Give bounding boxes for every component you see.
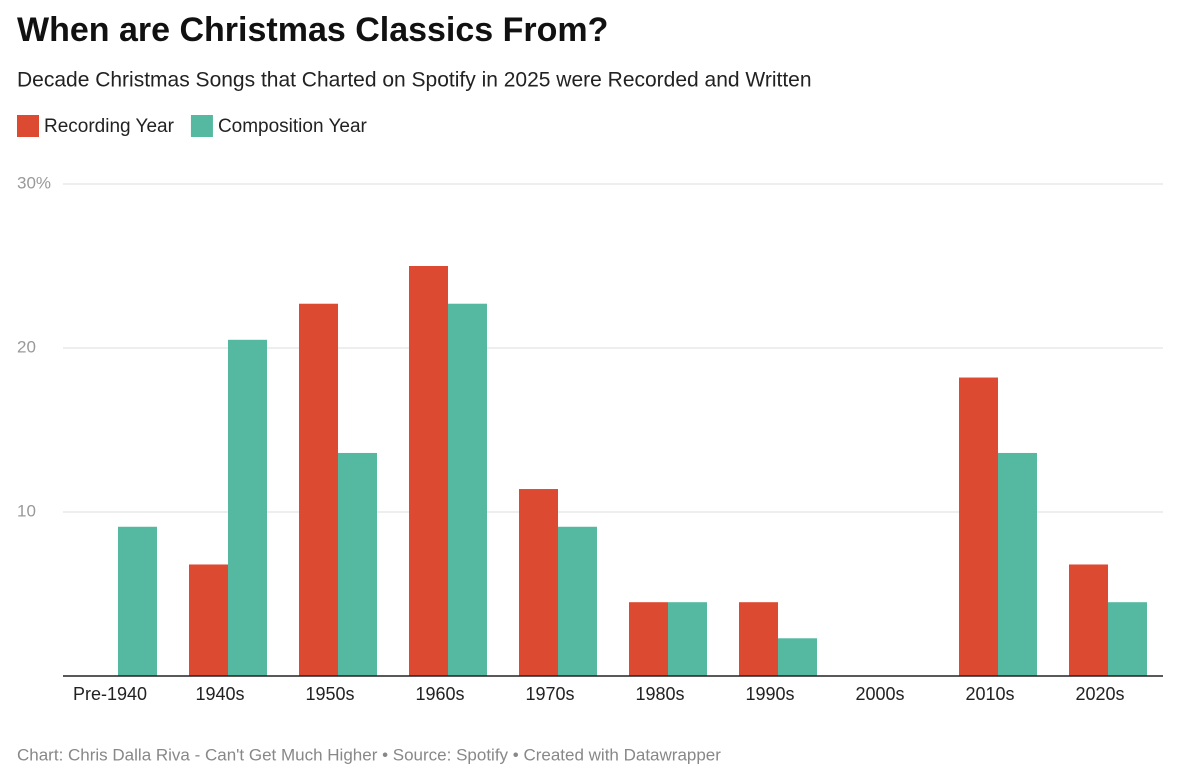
- x-tick-label: 1990s: [745, 684, 794, 704]
- bar: [448, 303, 487, 676]
- bar: [299, 303, 338, 676]
- bar: [739, 602, 778, 676]
- x-tick-label: Pre-1940: [73, 684, 147, 704]
- bar: [668, 602, 707, 676]
- x-tick-label: 2020s: [1075, 684, 1124, 704]
- bar: [409, 266, 448, 676]
- bar: [519, 489, 558, 676]
- bar: [1069, 564, 1108, 676]
- x-tick-label: 1960s: [415, 684, 464, 704]
- bar: [118, 526, 157, 676]
- x-tick-label: 2010s: [965, 684, 1014, 704]
- bar: [778, 638, 817, 676]
- chart-title: When are Christmas Classics From?: [17, 11, 608, 49]
- bar: [228, 339, 267, 676]
- bar: [629, 602, 668, 676]
- bar: [959, 377, 998, 676]
- chart-subtitle: Decade Christmas Songs that Charted on S…: [17, 69, 812, 92]
- x-tick-label: 1940s: [195, 684, 244, 704]
- y-tick-label: 10: [17, 501, 36, 520]
- x-tick-label: 1950s: [305, 684, 354, 704]
- legend-label: Composition Year: [218, 116, 368, 137]
- y-tick-label: 30%: [17, 173, 51, 192]
- y-tick-label: 20: [17, 337, 36, 356]
- bar: [338, 452, 377, 676]
- x-tick-label: 2000s: [855, 684, 904, 704]
- bar: [558, 526, 597, 676]
- bar: [998, 452, 1037, 676]
- bar: [1108, 602, 1147, 676]
- legend-label: Recording Year: [44, 116, 175, 137]
- chart-footer: Chart: Chris Dalla Riva - Can't Get Much…: [17, 745, 721, 764]
- x-tick-label: 1970s: [525, 684, 574, 704]
- legend-swatch: [190, 115, 213, 137]
- legend-swatch: [17, 115, 39, 137]
- x-tick-label: 1980s: [635, 684, 684, 704]
- bar: [189, 564, 228, 676]
